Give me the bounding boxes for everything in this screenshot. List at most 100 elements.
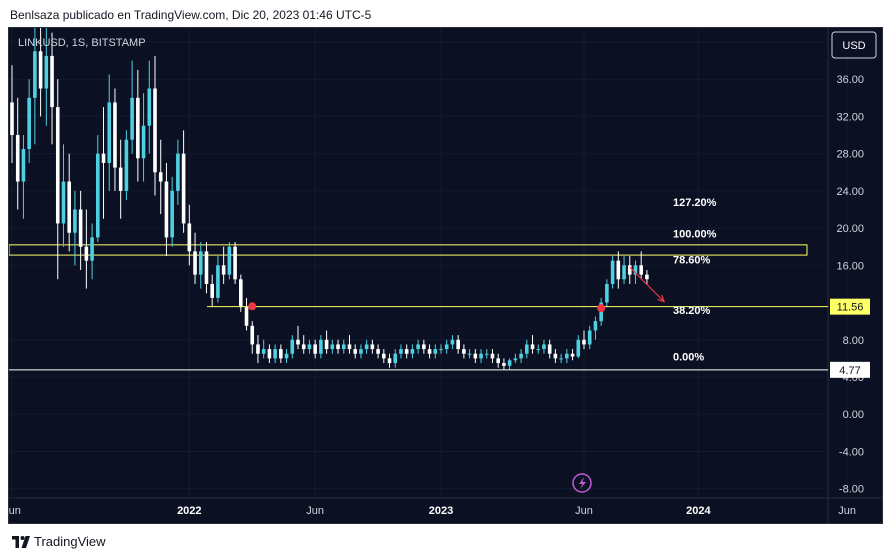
fib-labels: 127.20% 100.00% 78.60% 38.20% 0.00% xyxy=(673,197,717,363)
candle-body xyxy=(473,353,478,359)
footer-brand: TradingView xyxy=(34,534,106,549)
support-price-label: 4.77 xyxy=(839,365,860,377)
candle-body xyxy=(267,349,272,359)
candle-body xyxy=(107,102,112,163)
price-tick-label: 24.00 xyxy=(836,186,864,198)
chart-frame: 127.20%100.00%78.60%38.20%0.00% 40.0036.… xyxy=(3,27,883,524)
candle-body xyxy=(616,260,621,280)
candle-body xyxy=(250,325,255,345)
candle-body xyxy=(610,260,615,284)
price-tick-label: 0.00 xyxy=(843,409,864,421)
candle-body xyxy=(387,358,392,364)
candle-body xyxy=(444,344,449,350)
candle-body xyxy=(484,353,489,355)
candle-body xyxy=(204,251,209,284)
candle-body xyxy=(479,353,483,359)
candle-body xyxy=(587,330,592,345)
time-tick-label: Jun xyxy=(306,505,324,517)
time-tick-label: 2023 xyxy=(429,505,453,517)
candle-body xyxy=(176,153,180,191)
candle-body xyxy=(90,237,94,261)
candle-body xyxy=(216,265,220,298)
candle-body xyxy=(193,251,197,275)
candle-body xyxy=(27,97,31,149)
price-tick-label: 8.00 xyxy=(843,335,864,347)
horizontal-lines xyxy=(9,306,828,371)
candle-body xyxy=(296,339,300,345)
candle-body xyxy=(341,344,346,350)
resistance-band-rect xyxy=(8,244,808,256)
candle-body xyxy=(233,246,237,280)
candle-body xyxy=(10,102,14,136)
candle-body xyxy=(15,135,20,182)
candle-body xyxy=(38,51,43,89)
candle-body xyxy=(164,181,169,238)
candle-body xyxy=(55,107,60,224)
fib-price-label-bg xyxy=(830,298,870,315)
candle-body xyxy=(158,172,163,182)
time-tick-label: 2024 xyxy=(686,505,711,517)
publish-byline: Benlsaza publicado en TradingView.com, D… xyxy=(10,8,372,22)
candle-body xyxy=(410,349,415,354)
candle-body xyxy=(576,339,581,357)
candle-body xyxy=(141,125,146,159)
candle-body xyxy=(605,283,609,303)
candle-body xyxy=(118,167,123,191)
fib-level-label: 0.00% xyxy=(673,352,704,364)
candle-body xyxy=(227,246,232,275)
candle-body xyxy=(136,97,140,159)
price-tick-label: 16.00 xyxy=(836,260,864,272)
candle-body xyxy=(525,344,529,354)
candle-body xyxy=(221,265,226,275)
candle-body xyxy=(67,181,71,233)
candle-body xyxy=(324,339,329,350)
candle-body xyxy=(370,344,375,350)
candle-body xyxy=(439,349,443,351)
candle-body xyxy=(44,55,49,89)
time-tick-label: 2022 xyxy=(177,505,201,517)
candlestick-chart: 127.20%100.00%78.60%38.20%0.00% 40.0036.… xyxy=(3,28,882,523)
price-tick-label: 32.00 xyxy=(836,111,864,123)
price-tick-label: -4.00 xyxy=(839,446,864,458)
candle-body xyxy=(279,349,283,359)
candle-body xyxy=(399,349,403,354)
candle-body xyxy=(582,339,586,345)
candle-body xyxy=(181,153,186,224)
price-tick-label: 36.00 xyxy=(836,74,864,86)
candle-body xyxy=(273,349,277,359)
candle-body xyxy=(467,353,472,355)
candle-body xyxy=(507,360,512,366)
time-tick-label: Jun xyxy=(575,505,593,517)
candle-body xyxy=(359,349,363,354)
candle-body xyxy=(593,321,598,331)
candle-body xyxy=(450,339,455,345)
currency-button-label: USD xyxy=(842,40,865,52)
candle-body xyxy=(96,153,100,238)
markers-group xyxy=(248,266,666,313)
lightning-icon[interactable] xyxy=(572,473,592,493)
down-arrow-head xyxy=(657,294,666,303)
candle-body xyxy=(130,97,134,140)
candle-body xyxy=(433,349,438,354)
currency-button[interactable]: USD xyxy=(831,31,877,59)
candle-body xyxy=(490,353,495,359)
candle-body xyxy=(101,153,106,163)
candle-body xyxy=(61,181,66,224)
candle-body xyxy=(170,190,174,238)
candle-body xyxy=(78,209,83,247)
candle-body xyxy=(313,344,317,354)
price-tick-label: -8.00 xyxy=(839,484,864,496)
candle-body xyxy=(382,353,386,359)
candle-body xyxy=(565,353,569,359)
candle-body xyxy=(639,265,643,275)
candle-body xyxy=(290,339,295,354)
candle-body xyxy=(50,55,54,108)
candle-body xyxy=(84,246,89,261)
candle-body xyxy=(456,339,460,350)
candle-body xyxy=(124,139,129,191)
candle-body xyxy=(404,349,409,354)
fib-level-label: 100.00% xyxy=(673,229,717,241)
symbol-label: LINKUSD, 1S, BITSTAMP xyxy=(18,37,146,49)
price-tick-label: 20.00 xyxy=(836,223,864,235)
candle-body xyxy=(422,344,426,350)
